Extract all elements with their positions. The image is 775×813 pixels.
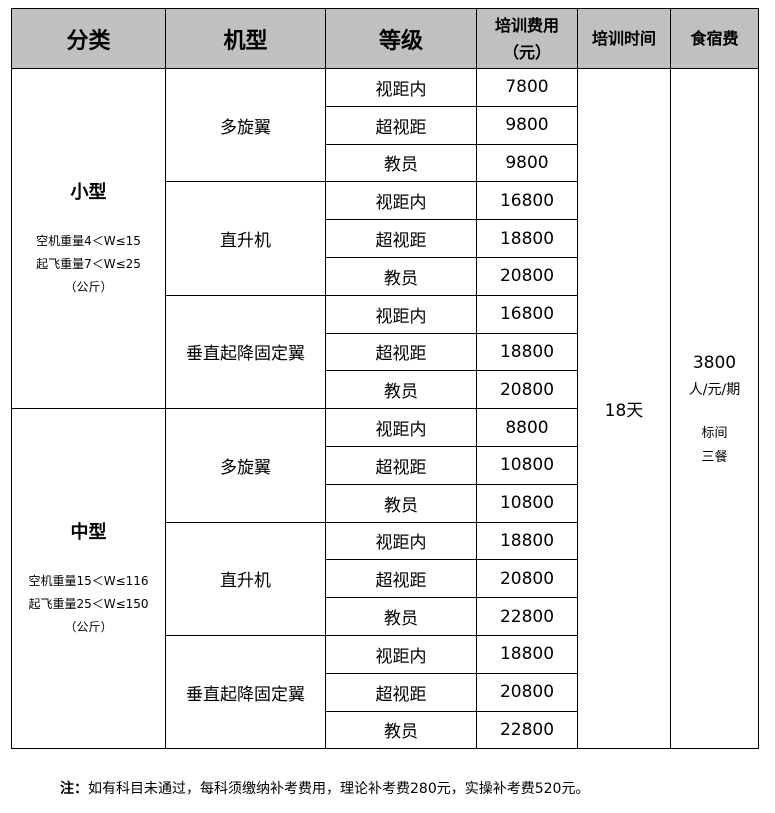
category-title: 小型 [70,182,107,204]
fee-cell: 10800 [476,483,578,523]
level-cell: 超视距 [325,445,477,485]
fee-cell: 16800 [476,181,578,221]
board-meals: 三餐 [701,449,728,465]
table-row: 超视距 20800 [12,672,759,712]
category-note: 空机重量4＜W≤15 [36,234,141,249]
category-note: （公斤） [64,620,113,635]
category-note: 空机重量15＜W≤116 [28,574,149,589]
level-cell: 教员 [325,483,477,523]
table-row: 垂直起降固定翼 视距内 18800 [12,634,759,750]
fee-cell: 16800 [476,294,578,334]
table-row: 教员 9800 [12,143,759,183]
header-model: 机型 [165,8,326,69]
category-note: （公斤） [64,280,113,295]
table-row: 超视距 18800 [12,219,759,258]
table-row: 教员 20800 [12,370,759,410]
table-row: 教员 20800 [12,256,759,296]
level-cell: 超视距 [325,105,477,145]
category-note: 起飞重量25＜W≤150 [28,597,149,612]
table-row: 教员 22800 [12,710,759,750]
footer-text: 如有科目未通过，每科须缴纳补考费用，理论补考费280元，实操补考费520元。 [88,781,590,797]
fee-cell: 20800 [476,256,578,296]
level-cell: 超视距 [325,672,477,712]
fee-cell: 22800 [476,597,578,636]
table-row: 教员 22800 [12,597,759,636]
fee-cell: 18800 [476,634,578,674]
fee-cell: 20800 [476,559,578,599]
footer-label: 注： [60,781,88,797]
level-cell: 视距内 [325,408,477,447]
table-row: 超视距 9800 [12,105,759,145]
level-cell: 视距内 [325,634,477,674]
header-board: 食宿费 [670,8,759,69]
table-row: 直升机 视距内 18800 [12,521,759,636]
board-unit: 人/元/期 [688,381,741,398]
table-row: 直升机 视距内 16800 [12,181,759,296]
header-category: 分类 [11,8,166,69]
table-row: 超视距 18800 [12,332,759,372]
category-title: 中型 [70,522,107,544]
level-cell: 教员 [325,370,477,410]
fee-cell: 18800 [476,219,578,258]
header-fee-line2: （元） [502,42,551,62]
header-fee: 培训费用 （元） [476,8,578,69]
model-cell: 多旋翼 [165,67,326,183]
header-level: 等级 [325,8,477,69]
table-row: 超视距 20800 [12,559,759,599]
level-cell: 超视距 [325,219,477,258]
level-cell: 超视距 [325,332,477,372]
fee-cell: 9800 [476,143,578,183]
level-cell: 视距内 [325,294,477,334]
training-fee-table: 分类 机型 等级 培训费用 （元） 培训时间 食宿费 小型空机重量4＜W≤15 起飞… [11,8,759,750]
fee-cell: 20800 [476,672,578,712]
header-fee-line1: 培训费用 [494,15,559,35]
table-row: 教员 10800 [12,483,759,523]
level-cell: 视距内 [325,68,477,107]
level-cell: 教员 [325,710,477,750]
board-price: 3800 [692,352,737,373]
level-cell: 教员 [325,256,477,296]
category-note: 起飞重量7＜W≤25 [36,257,141,272]
level-cell: 教员 [325,143,477,183]
model-cell: 垂直起降固定翼 [165,634,326,750]
model-cell: 直升机 [165,521,326,636]
duration-cell: 18天 [577,67,671,750]
category-cell: 小型空机重量4＜W≤15 起飞重量7＜W≤25 （公斤） [11,67,166,410]
level-cell: 视距内 [325,181,477,221]
header-row: 分类 机型 等级 培训费用 （元） 培训时间 食宿费 [11,8,759,69]
table-row: 小型 空机重量4＜W≤15 起飞重量7＜W≤25 （公斤） 多旋翼 视距内 7800 18天 3… [11,67,759,750]
board-cell: 3800 人/元/期标间三餐 [670,67,759,750]
level-cell: 教员 [325,597,477,636]
table-row: 垂直起降固定翼 视距内 16800 [12,294,759,410]
level-cell: 视距内 [325,521,477,561]
model-cell: 多旋翼 [165,408,326,523]
fee-cell: 18800 [476,332,578,372]
header-duration: 培训时间 [577,8,671,69]
fee-cell: 20800 [476,370,578,410]
level-cell: 超视距 [325,559,477,599]
category-cell: 中型空机重量15＜W≤116 起飞重量25＜W≤150 （公斤） [11,408,166,750]
fee-cell: 10800 [476,445,578,485]
fee-cell: 7800 [476,68,578,107]
table-body: 小型 空机重量4＜W≤15 起飞重量7＜W≤25 （公斤） 多旋翼 视距内 7800 18天 3… [11,67,759,750]
model-cell: 垂直起降固定翼 [165,294,326,410]
fee-cell: 9800 [476,105,578,145]
footer-note: 注：如有科目未通过，每科须缴纳补考费用，理论补考费280元，实操补考费520元。 [60,778,589,798]
fee-cell: 18800 [476,521,578,561]
fee-cell: 8800 [476,408,578,447]
fee-cell: 22800 [476,710,578,750]
model-cell: 直升机 [165,181,326,296]
board-room: 标间 [701,425,728,441]
